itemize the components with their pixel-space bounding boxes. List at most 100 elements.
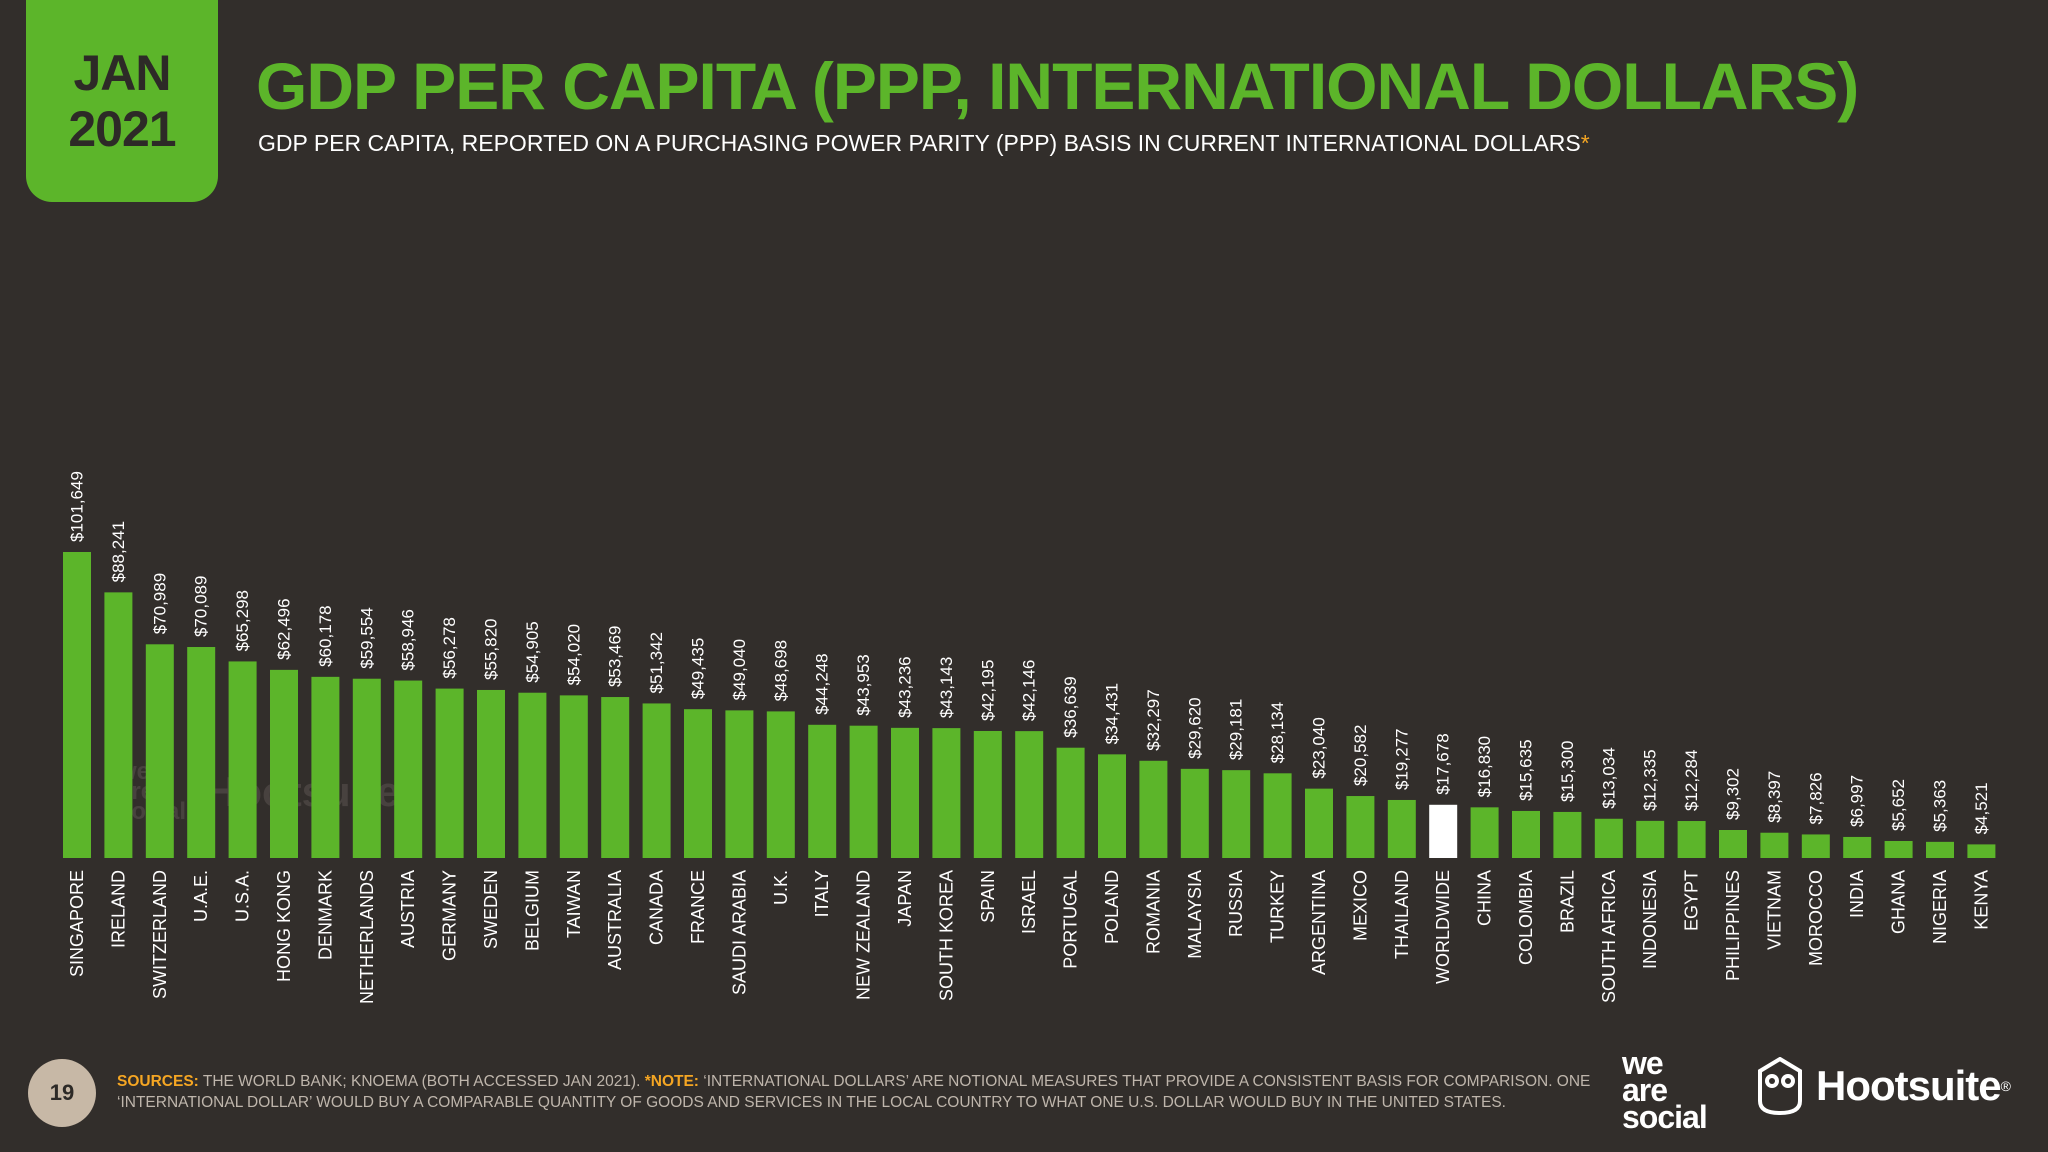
value-label-sweden: $55,820 <box>482 619 501 680</box>
category-label-nigeria: NIGERIA <box>1930 870 1950 944</box>
bar-france <box>684 709 712 858</box>
bar-worldwide <box>1429 804 1458 858</box>
subtitle-asterisk: * <box>1580 130 1590 156</box>
category-label-south-africa: SOUTH AFRICA <box>1599 870 1619 1003</box>
bar-saudi-arabia <box>725 710 754 858</box>
category-label-indonesia: INDONESIA <box>1640 870 1660 969</box>
category-label-malaysia: MALAYSIA <box>1185 870 1205 959</box>
value-label-u-k: $48,698 <box>771 640 790 701</box>
value-label-switzerland: $70,989 <box>150 573 169 634</box>
value-label-china: $16,830 <box>1475 736 1494 797</box>
logo-are: are <box>1622 1072 1668 1108</box>
bar-ghana <box>1884 840 1913 858</box>
category-label-taiwan: TAIWAN <box>564 870 584 938</box>
bar-israel <box>1015 731 1044 858</box>
value-label-new-zealand: $43,953 <box>854 654 873 715</box>
category-label-denmark: DENMARK <box>315 870 335 960</box>
bar-romania <box>1139 760 1168 858</box>
category-label-sweden: SWEDEN <box>481 870 501 949</box>
bar-ireland <box>104 592 133 858</box>
value-label-philippines: $9,302 <box>1724 768 1743 820</box>
bar-switzerland <box>145 644 174 858</box>
category-label-spain: SPAIN <box>978 870 998 923</box>
category-label-romania: ROMANIA <box>1143 870 1163 954</box>
bar-hong-kong <box>270 669 298 858</box>
bar-denmark <box>311 676 340 858</box>
bar-canada <box>642 703 671 858</box>
gdp-bar-chart: $101,649 SINGAPORE $88,241 IRELAND $70,989 SW… <box>63 471 1996 1004</box>
category-label-italy: ITALY <box>812 870 832 917</box>
value-label-thailand: $19,277 <box>1392 729 1411 790</box>
category-label-hong-kong: HONG KONG <box>274 870 294 982</box>
bar-colombia <box>1512 810 1540 858</box>
category-label-germany: GERMANY <box>440 870 460 961</box>
value-label-canada: $51,342 <box>647 632 666 693</box>
registered-mark: ® <box>2000 1078 2011 1094</box>
bar-argentina <box>1305 788 1333 858</box>
bar-south-korea <box>932 728 961 858</box>
category-label-u-a-e: U.A.E. <box>191 870 211 922</box>
value-label-austria: $58,946 <box>399 609 418 670</box>
value-label-malaysia: $29,620 <box>1185 697 1204 758</box>
value-label-worldwide: $17,678 <box>1434 733 1453 794</box>
bar-poland <box>1098 754 1126 858</box>
bar-u-k <box>766 711 795 858</box>
bar-india <box>1843 836 1872 858</box>
page-subtitle: GDP PER CAPITA, REPORTED ON A PURCHASING… <box>258 130 1590 157</box>
category-label-worldwide: WORLDWIDE <box>1433 870 1453 984</box>
date-month: JAN <box>73 45 171 101</box>
value-label-saudi-arabia: $49,040 <box>730 639 749 700</box>
wearesocial-logo: we are social <box>1622 1047 1708 1135</box>
hootsuite-logo: Hootsuite ® <box>1754 1057 2011 1115</box>
value-label-russia: $29,181 <box>1227 699 1246 760</box>
bar-malaysia <box>1180 768 1209 858</box>
value-label-singapore: $101,649 <box>68 471 87 542</box>
sources-label: SOURCES: <box>117 1073 199 1090</box>
value-label-denmark: $60,178 <box>316 605 335 666</box>
subtitle-text: GDP PER CAPITA, REPORTED ON A PURCHASING… <box>258 130 1581 156</box>
value-label-spain: $42,195 <box>978 660 997 721</box>
category-label-singapore: SINGAPORE <box>67 870 87 977</box>
value-label-turkey: $28,134 <box>1268 702 1287 763</box>
category-label-canada: CANADA <box>647 870 667 945</box>
owl-icon <box>1758 1057 1802 1115</box>
category-label-morocco: MOROCCO <box>1806 870 1826 966</box>
bar-taiwan <box>559 695 588 858</box>
bar-mexico <box>1346 796 1375 858</box>
page-title: GDP PER CAPITA (PPP, INTERNATIONAL DOLLA… <box>256 49 1859 123</box>
category-label-japan: JAPAN <box>895 870 915 927</box>
value-label-israel: $42,146 <box>1020 660 1039 721</box>
value-label-ireland: $88,241 <box>109 521 128 582</box>
category-label-ghana: GHANA <box>1889 870 1909 934</box>
category-label-kenya: KENYA <box>1971 870 1991 930</box>
logo-social: social <box>1622 1099 1708 1135</box>
category-label-u-k: U.K. <box>771 870 791 905</box>
value-label-taiwan: $54,020 <box>564 624 583 685</box>
bar-new-zealand <box>849 725 878 858</box>
value-label-u-a-e: $70,089 <box>192 576 211 637</box>
date-badge: JAN 2021 <box>26 0 218 202</box>
bar-south-africa <box>1594 818 1623 858</box>
bar-kenya <box>1967 844 1996 858</box>
bar-morocco <box>1801 834 1830 858</box>
sources-text: THE WORLD BANK; KNOEMA (BOTH ACCESSED JA… <box>202 1073 641 1090</box>
category-label-brazil: BRAZIL <box>1557 870 1577 933</box>
bar-netherlands <box>352 678 381 858</box>
value-label-portugal: $36,639 <box>1061 676 1080 737</box>
bar-u-a-e <box>187 647 216 858</box>
value-label-nigeria: $5,363 <box>1931 780 1950 832</box>
category-label-india: INDIA <box>1847 870 1867 918</box>
note-label: *NOTE: <box>644 1073 699 1090</box>
value-label-ghana: $5,652 <box>1889 779 1908 831</box>
value-label-u-s-a: $65,298 <box>233 590 252 651</box>
category-label-switzerland: SWITZERLAND <box>150 870 170 999</box>
bar-china <box>1470 807 1499 858</box>
bar-brazil <box>1553 811 1582 858</box>
value-label-south-korea: $43,143 <box>937 657 956 718</box>
category-label-colombia: COLOMBIA <box>1516 870 1536 965</box>
value-label-morocco: $7,826 <box>1806 772 1825 824</box>
sources-note: SOURCES: THE WORLD BANK; KNOEMA (BOTH AC… <box>117 1071 1597 1113</box>
value-label-netherlands: $59,554 <box>357 607 376 668</box>
category-label-russia: RUSSIA <box>1226 870 1246 937</box>
category-label-philippines: PHILIPPINES <box>1723 870 1743 981</box>
